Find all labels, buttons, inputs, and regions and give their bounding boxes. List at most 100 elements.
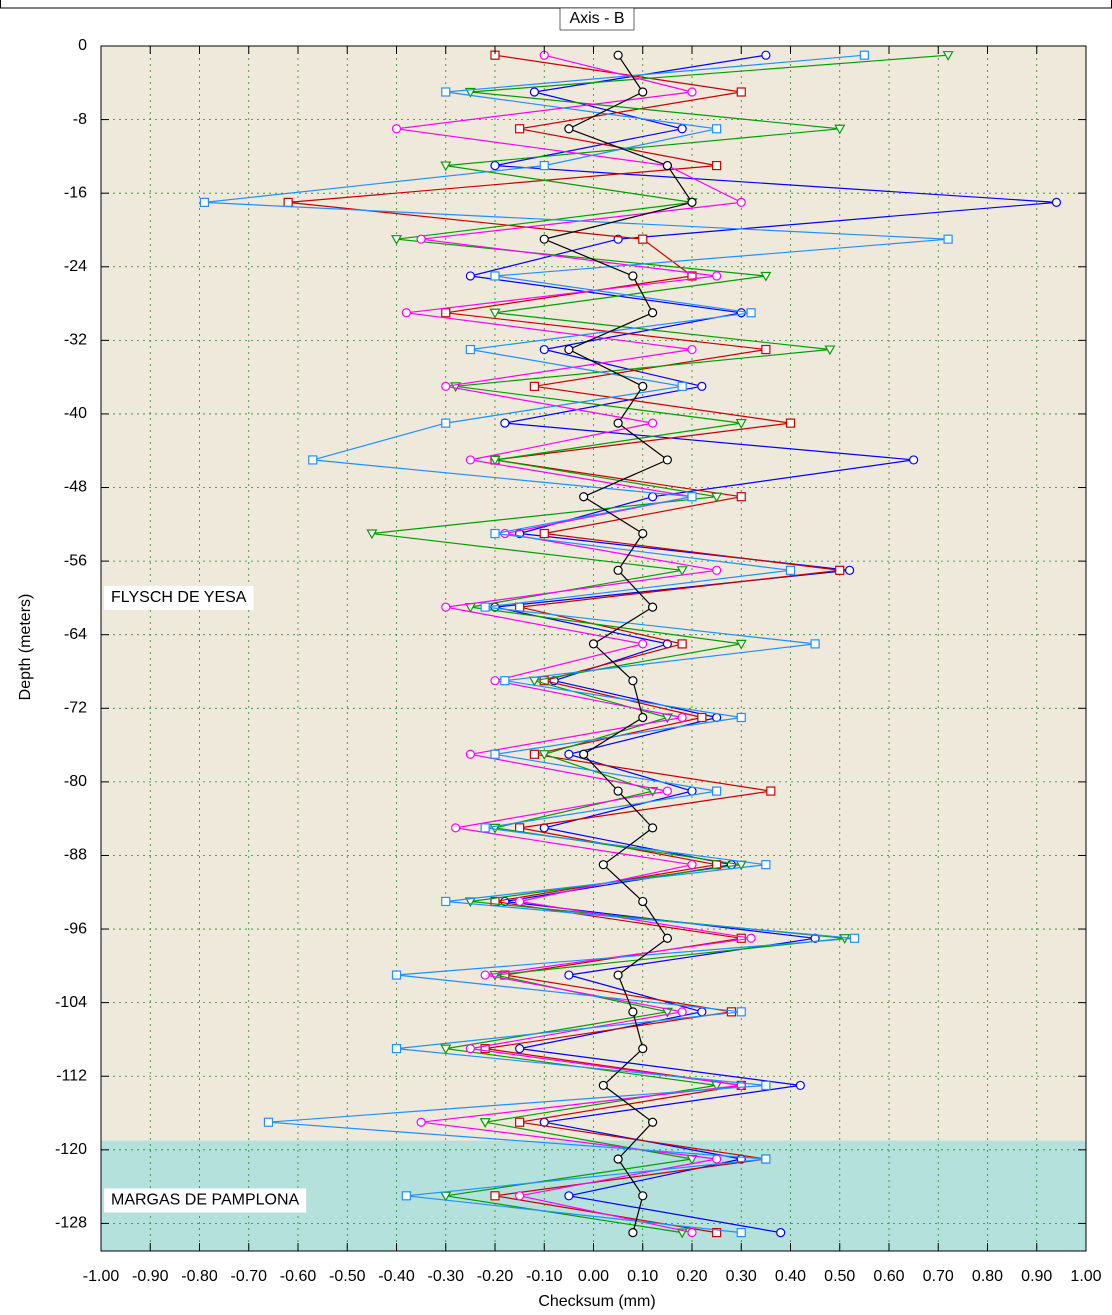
marker [391,124,402,134]
marker [687,271,697,281]
marker [515,1117,525,1127]
marker [638,1044,648,1054]
x-tick-label: 0.40 [775,1268,806,1285]
marker [677,639,687,649]
y-tick-label: -112 [56,1067,87,1084]
marker [199,197,210,207]
y-tick-label: -56 [64,552,87,569]
marker [441,308,451,318]
marker [465,1044,475,1054]
marker [760,271,772,282]
marker [538,750,550,761]
y-tick-label: -24 [64,258,87,275]
marker [263,1117,274,1127]
marker [662,933,672,943]
x-tick-label: 0.10 [627,1268,658,1285]
marker [849,933,860,943]
marker [451,823,461,833]
marker [943,234,953,244]
marker [480,602,490,612]
marker [647,492,658,502]
marker [490,1191,500,1201]
marker [785,418,796,428]
y-tick-label: -120 [55,1141,87,1158]
marker [638,712,648,723]
marker [465,271,475,281]
y-tick-label: -40 [64,405,87,422]
y-tick-label: -96 [64,920,87,937]
marker [687,344,697,355]
plot-area: FLYSCH DE YESA MARGAS DE PAMPLONA [100,45,1087,1251]
marker [441,602,451,612]
marker [736,933,746,943]
x-axis-label: Checksum (mm) [538,1293,655,1310]
x-tick-label: -0.10 [526,1268,563,1285]
y-tick-label: 0 [78,37,87,54]
marker [490,749,500,759]
marker [490,271,500,281]
marker [736,87,746,97]
marker [441,418,451,428]
marker [440,161,452,172]
zone-label-bg [104,1188,307,1213]
marker [441,896,451,907]
marker [465,749,475,759]
x-tick-label: 1.00 [1070,1268,1101,1285]
marker [515,1191,525,1201]
marker [824,345,836,356]
marker [785,565,796,575]
marker [579,749,589,759]
marker [761,860,771,870]
marker [638,87,648,97]
marker [746,308,756,318]
marker [500,676,510,686]
x-tick-label: -0.60 [280,1268,317,1285]
marker [515,1044,525,1054]
marker [677,381,687,391]
marker [736,1228,746,1238]
x-tick-label: 0.50 [824,1268,855,1285]
zone-label-bg [104,585,254,610]
marker [687,860,697,870]
marker [613,1154,623,1164]
marker [579,492,589,502]
y-tick-label: -64 [64,626,87,643]
marker [795,1080,805,1091]
marker [613,50,623,60]
marker [647,308,658,318]
marker [390,235,403,245]
marker [529,749,540,759]
y-tick-label: -88 [64,847,87,864]
marker [416,1117,426,1127]
marker [480,823,490,833]
marker [490,160,500,171]
marker [662,455,672,465]
x-tick-label: -0.70 [231,1268,268,1285]
y-axis-label: Depth (meters) [17,594,34,701]
marker [662,160,672,171]
marker [697,712,707,723]
marker [687,786,697,796]
marker [465,344,475,355]
marker [564,1191,574,1201]
marker [539,234,549,244]
marker [661,713,673,724]
x-tick-label: 0.70 [923,1268,954,1285]
marker [613,565,623,575]
marker [489,308,501,319]
marker [465,455,475,465]
plot-frame [100,45,1087,1252]
marker [628,271,638,281]
marker [761,1154,771,1164]
y-tick-label: -128 [55,1215,87,1232]
marker [480,1044,490,1054]
marker [662,786,672,796]
marker [539,160,549,171]
zone-label: FLYSCH DE YESA [111,589,247,606]
marker [598,1080,608,1091]
marker [761,50,771,60]
marker [464,897,476,908]
marker [515,124,525,134]
marker [638,896,648,907]
marker [736,308,746,318]
